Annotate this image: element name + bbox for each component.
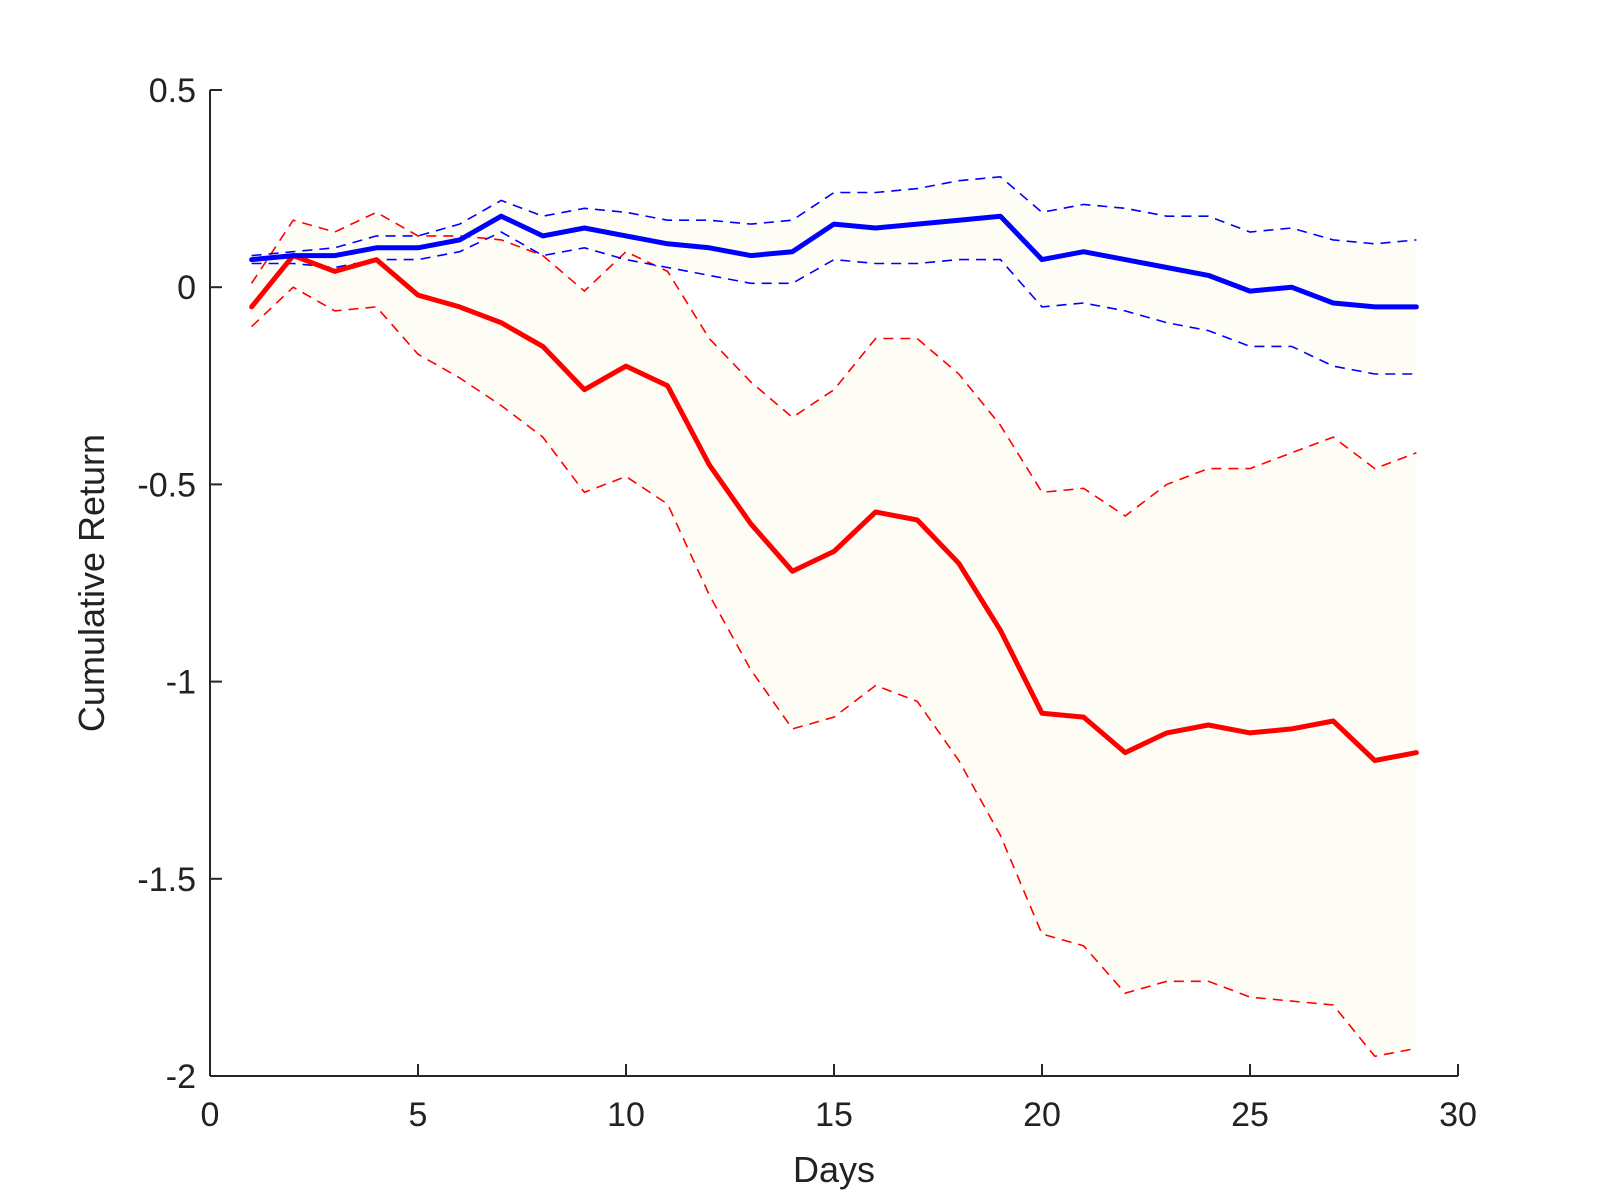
lower-bound-line — [251, 231, 1417, 375]
y-tick-label: -2 — [166, 1058, 196, 1096]
upper-bound-line — [251, 175, 1417, 257]
x-tick-label: 5 — [409, 1096, 428, 1134]
y-tick-label: -0.5 — [137, 466, 196, 504]
x-tick-label: 0 — [201, 1096, 220, 1134]
confidence-bands — [251, 176, 1417, 1057]
y-tick-label: 0 — [177, 269, 196, 307]
x-tick-label: 10 — [607, 1096, 645, 1134]
x-tick-label: 20 — [1023, 1096, 1061, 1134]
confidence-band-fill — [251, 176, 1417, 374]
lower-bound-line — [251, 286, 1417, 1058]
x-tick-label: 15 — [815, 1096, 853, 1134]
series-lines — [249, 175, 1419, 1058]
y-axis-title: Cumulative Return — [71, 434, 112, 732]
upper-bound-line — [250, 211, 1417, 517]
y-tick-label: 0.5 — [149, 72, 196, 110]
confidence-band-fill — [251, 212, 1417, 1057]
x-tick-label: 25 — [1231, 1096, 1269, 1134]
y-tick-label: -1 — [166, 664, 196, 702]
y-tick-label: -1.5 — [137, 861, 196, 899]
mean-series-line — [249, 253, 1419, 763]
x-axis-title: Days — [793, 1149, 875, 1190]
x-tick-label: 30 — [1439, 1096, 1477, 1134]
axis-ticks: 0 5 10 15 20 25 30 0.5 0 -0.5 -1 -1.5 -2 — [137, 72, 1477, 1134]
mean-series-line — [249, 213, 1419, 310]
